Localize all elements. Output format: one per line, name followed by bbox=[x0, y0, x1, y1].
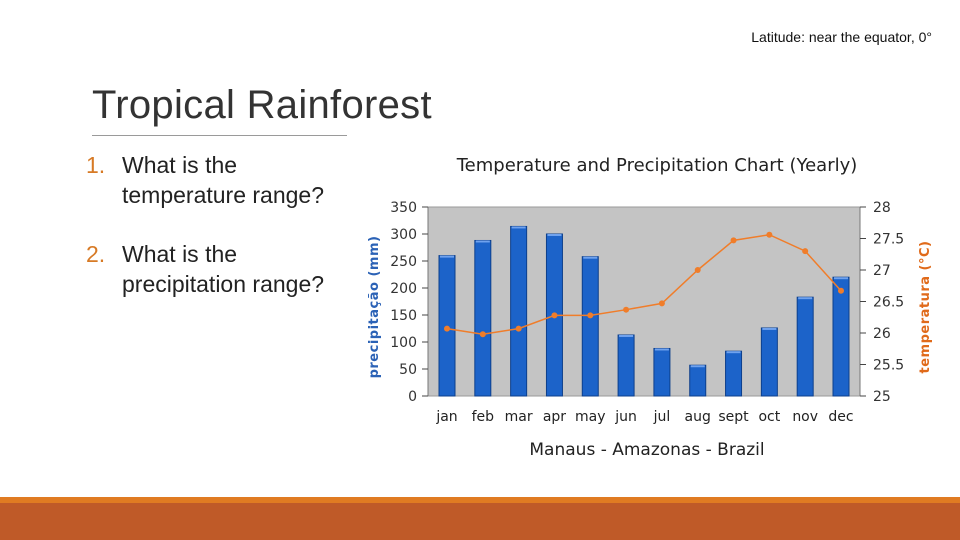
right-axis: 25 25.5 26 26.5 27 27.5 28 bbox=[859, 200, 904, 405]
precipitation-bar-aug bbox=[689, 364, 707, 397]
x-tick-label: nov bbox=[792, 409, 818, 425]
bar-highlight bbox=[690, 365, 705, 368]
question-number: 1. bbox=[86, 152, 106, 178]
right-tick-label: 26 bbox=[873, 326, 891, 342]
precipitation-bar-may bbox=[581, 256, 599, 397]
temperature-line bbox=[444, 231, 844, 338]
precipitation-bar-dec bbox=[832, 276, 850, 397]
bar-highlight bbox=[798, 297, 813, 300]
temperature-point-mar bbox=[515, 325, 522, 332]
precipitation-bar-oct bbox=[760, 327, 778, 397]
right-tick-label: 27.5 bbox=[873, 232, 904, 248]
right-tick-label: 28 bbox=[873, 200, 891, 216]
bar-highlight bbox=[583, 256, 598, 259]
left-tick-label: 200 bbox=[390, 281, 417, 297]
bar-highlight bbox=[511, 226, 526, 229]
slide-title: Tropical Rainforest bbox=[92, 83, 432, 127]
plot-area bbox=[427, 206, 861, 397]
temperature-point-feb bbox=[479, 331, 486, 338]
right-tick-label: 25 bbox=[873, 389, 891, 405]
bar-highlight bbox=[726, 351, 741, 354]
bar-highlight bbox=[475, 240, 490, 243]
precipitation-bar-jun bbox=[617, 334, 635, 397]
temperature-point-aug bbox=[694, 267, 701, 273]
precipitation-bar-sept bbox=[725, 350, 743, 397]
question-text: What is the precipitation range? bbox=[122, 241, 325, 297]
temperature-point-sept bbox=[730, 237, 737, 244]
latitude-note: Latitude: near the equator, 0° bbox=[751, 29, 932, 45]
bar-highlight bbox=[834, 277, 848, 280]
precipitation-bar-jul bbox=[653, 347, 671, 397]
x-axis-labels: jan feb mar apr may jun jul aug sept oct nov dec bbox=[435, 409, 853, 425]
bar-highlight bbox=[654, 348, 669, 351]
right-tick-label: 26.5 bbox=[873, 295, 904, 311]
left-tick-label: 250 bbox=[390, 254, 417, 270]
temperature-polyline bbox=[446, 233, 842, 336]
left-axis-title: precipitação (mm) bbox=[367, 236, 382, 379]
temperature-point-dec bbox=[838, 287, 844, 294]
left-tick-label: 150 bbox=[390, 308, 417, 324]
temperature-point-nov bbox=[802, 248, 809, 255]
x-tick-label: may bbox=[575, 409, 606, 425]
right-tick-label: 25.5 bbox=[873, 358, 904, 374]
x-tick-label: apr bbox=[543, 409, 566, 425]
footer-accent-stripe bbox=[0, 497, 960, 503]
x-tick-label: jul bbox=[653, 409, 671, 425]
right-axis-title: temperatura (°C) bbox=[918, 241, 933, 374]
question-list: 1. What is the temperature range? 2. Wha… bbox=[86, 150, 346, 328]
x-tick-label: aug bbox=[685, 409, 711, 425]
right-tick-label: 27 bbox=[873, 263, 891, 279]
temperature-point-apr bbox=[551, 312, 558, 319]
x-tick-label: mar bbox=[505, 409, 533, 425]
x-tick-label: jun bbox=[614, 409, 637, 425]
x-tick-label: sept bbox=[718, 409, 749, 425]
left-tick-label: 100 bbox=[390, 335, 417, 351]
x-tick-label: jan bbox=[435, 409, 457, 425]
chart-title: Temperature and Precipitation Chart (Yea… bbox=[456, 155, 858, 176]
precipitation-bar-nov bbox=[796, 296, 814, 397]
left-tick-label: 350 bbox=[390, 200, 417, 216]
question-text: What is the temperature range? bbox=[122, 152, 325, 208]
x-tick-label: oct bbox=[758, 409, 780, 425]
x-tick-label: dec bbox=[828, 409, 853, 425]
question-number: 2. bbox=[86, 241, 106, 267]
bar-highlight bbox=[762, 327, 777, 330]
bar-highlight bbox=[619, 334, 634, 337]
footer-bar bbox=[0, 503, 960, 540]
temperature-point-may bbox=[587, 312, 594, 319]
question-item: 2. What is the precipitation range? bbox=[86, 239, 346, 299]
left-axis: 0 50 100 150 200 250 300 350 bbox=[390, 200, 429, 405]
temperature-point-jul bbox=[658, 300, 665, 307]
bar-highlight bbox=[547, 234, 562, 236]
precipitation-bar-feb bbox=[474, 239, 492, 397]
temperature-point-jun bbox=[623, 306, 630, 313]
temperature-point-oct bbox=[766, 231, 773, 238]
left-tick-label: 0 bbox=[408, 389, 417, 405]
temperature-point-jan bbox=[444, 325, 450, 332]
bar-highlight bbox=[440, 255, 454, 258]
chart-subtitle: Manaus - Amazonas - Brazil bbox=[529, 440, 764, 460]
left-tick-label: 50 bbox=[399, 362, 417, 378]
precipitation-bar-mar bbox=[510, 225, 528, 397]
left-tick-label: 300 bbox=[390, 227, 417, 243]
x-tick-label: feb bbox=[472, 409, 495, 425]
title-divider bbox=[92, 135, 347, 136]
question-item: 1. What is the temperature range? bbox=[86, 150, 346, 210]
